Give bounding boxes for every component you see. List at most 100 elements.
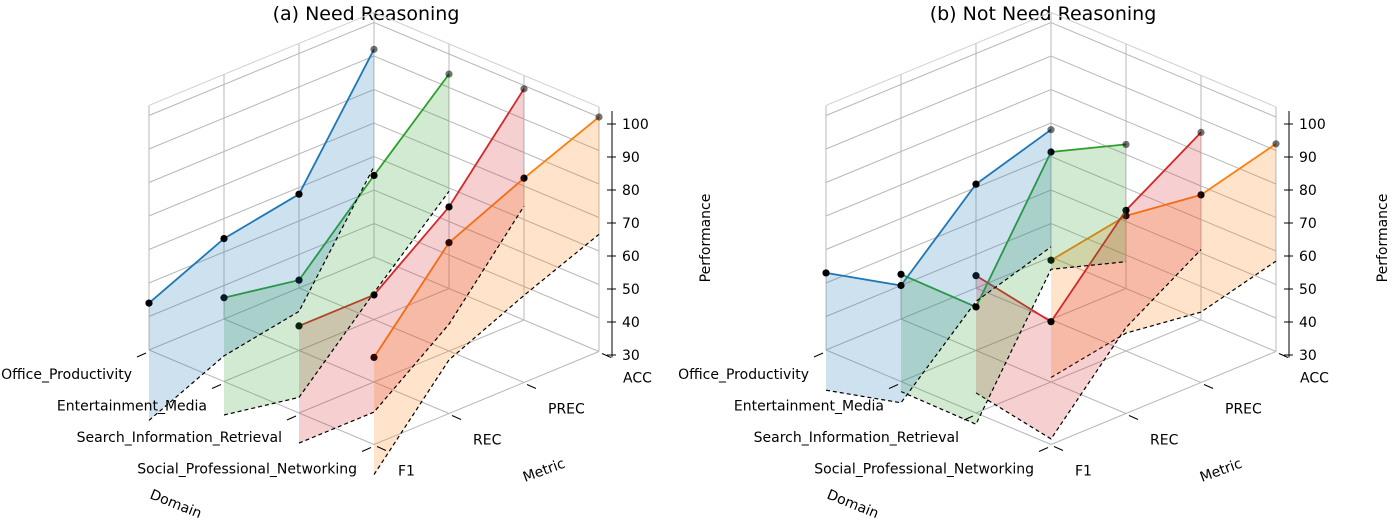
gridline	[148, 88, 600, 185]
tick-mark	[1203, 384, 1214, 389]
z-tick-label: 30	[1299, 348, 1317, 364]
tick-mark	[136, 352, 147, 358]
data-point-acc	[445, 70, 453, 78]
gridline	[148, 122, 600, 218]
series-line	[900, 143, 1127, 309]
series-line	[975, 131, 1202, 323]
data-point-rec	[220, 235, 228, 243]
z-tick-label: 50	[1299, 282, 1317, 298]
gridline	[825, 256, 1052, 351]
gridline	[825, 55, 1277, 151]
domain-tick-label: Entertainment_Media	[57, 399, 207, 415]
domain-tick-label: Office_Productivity	[1, 367, 132, 383]
series-social-professional-networking	[1047, 140, 1280, 379]
gridline	[975, 319, 1202, 414]
metric-axis: F1 REC PREC ACC Metric	[376, 353, 652, 486]
metric-tick-label: ACC	[1300, 371, 1329, 387]
z-tick-label: 90	[622, 150, 640, 166]
metric-tick-label: REC	[1150, 433, 1179, 449]
z-tick-label: 100	[622, 117, 649, 133]
data-point-prec	[520, 174, 528, 182]
metric-tick-label: F1	[398, 464, 415, 480]
data-point-f1	[1047, 256, 1055, 264]
series-line	[825, 128, 1052, 287]
data-point-f1	[145, 299, 153, 307]
gridline	[1050, 351, 1277, 445]
metric-tick-label: F1	[1075, 464, 1092, 480]
z-tick-label: 50	[622, 282, 640, 298]
domain-tick-label: Social_Professional_Networking	[814, 462, 1034, 478]
data-point-rec	[972, 303, 980, 311]
tick-mark	[526, 384, 537, 389]
series-fill	[149, 49, 374, 421]
series-search-information-retrieval	[295, 85, 528, 444]
domain-tick-label: Search_Information_Retrieval	[77, 430, 282, 446]
tick-mark	[1278, 353, 1289, 358]
series-line	[148, 48, 375, 304]
domain-tick-label: Office_Productivity	[678, 367, 809, 383]
metric-tick-label: PREC	[1225, 402, 1262, 418]
gridline	[298, 319, 525, 414]
performance-axis: 30 40 50 60 70 80 90 100 Performance	[1284, 111, 1391, 364]
metric-axis: F1 REC PREC ACC Metric	[1053, 353, 1329, 486]
domain-axis: Office_Productivity Entertainment_Media Se…	[1, 352, 372, 520]
z-tick-label: 60	[622, 249, 640, 265]
data-point-acc	[1272, 140, 1280, 148]
data-point-rec	[445, 239, 453, 247]
tick-mark	[1053, 446, 1064, 451]
performance-axis-label: Performance	[698, 194, 714, 283]
data-point-prec	[1047, 148, 1055, 156]
data-point-rec	[370, 291, 378, 299]
z-tick-label: 80	[1299, 183, 1317, 199]
gridline	[223, 318, 450, 414]
domain-axis: Office_Productivity Entertainment_Media Se…	[678, 352, 1049, 520]
gridline	[148, 349, 375, 445]
gridline	[223, 288, 450, 382]
series-office-productivity	[145, 45, 378, 421]
z-tick-label: 40	[622, 315, 640, 331]
data-point-acc	[1047, 126, 1055, 134]
gridline	[373, 256, 600, 352]
data-point-f1	[897, 270, 905, 278]
tick-mark	[376, 446, 387, 451]
gridline	[298, 287, 525, 383]
series-search-information-retrieval	[972, 128, 1205, 440]
metric-axis-label: Metric	[1198, 456, 1244, 486]
data-point-acc	[595, 113, 603, 121]
z-tick-label: 40	[1299, 315, 1317, 331]
data-point-prec	[1122, 206, 1130, 214]
gridline	[900, 288, 1127, 382]
z-tick-label: 60	[1299, 249, 1317, 265]
data-point-f1	[972, 272, 980, 280]
z-tick-label: 80	[622, 183, 640, 199]
chart-title: (b) Not Need Reasoning	[930, 3, 1157, 25]
series-line	[1050, 143, 1277, 262]
series-fill	[826, 129, 1051, 403]
series-line	[373, 116, 600, 358]
gridline	[148, 189, 600, 285]
series-baseline	[825, 246, 1052, 404]
pane-edge	[825, 11, 1277, 108]
panel-need-reasoning: (a) Need Reasoning 30 40 50 60 70 80 90 100 Perfo…	[1, 3, 714, 520]
z-tick-label: 70	[1299, 216, 1317, 232]
domain-axis-label: Domain	[148, 487, 204, 520]
gridline	[825, 349, 1052, 445]
series-social-professional-networking	[370, 113, 603, 475]
data-point-rec	[295, 276, 303, 284]
data-point-f1	[295, 322, 303, 330]
domain-tick-label: Entertainment_Media	[734, 399, 884, 415]
pane-edge	[148, 11, 600, 108]
z-tick-label: 90	[1299, 150, 1317, 166]
grid	[825, 11, 1277, 445]
z-tick-label: 70	[622, 216, 640, 232]
panel-not-need-reasoning: (b) Not Need Reasoning 30 40 50 60 70 80 90 100 P…	[678, 3, 1391, 520]
data-point-prec	[1197, 191, 1205, 199]
gridline	[148, 55, 600, 151]
data-point-f1	[220, 294, 228, 302]
gridline	[373, 351, 600, 445]
data-point-acc	[520, 85, 528, 93]
tick-mark	[601, 353, 612, 358]
gridline	[825, 21, 1277, 118]
data-point-prec	[370, 171, 378, 180]
